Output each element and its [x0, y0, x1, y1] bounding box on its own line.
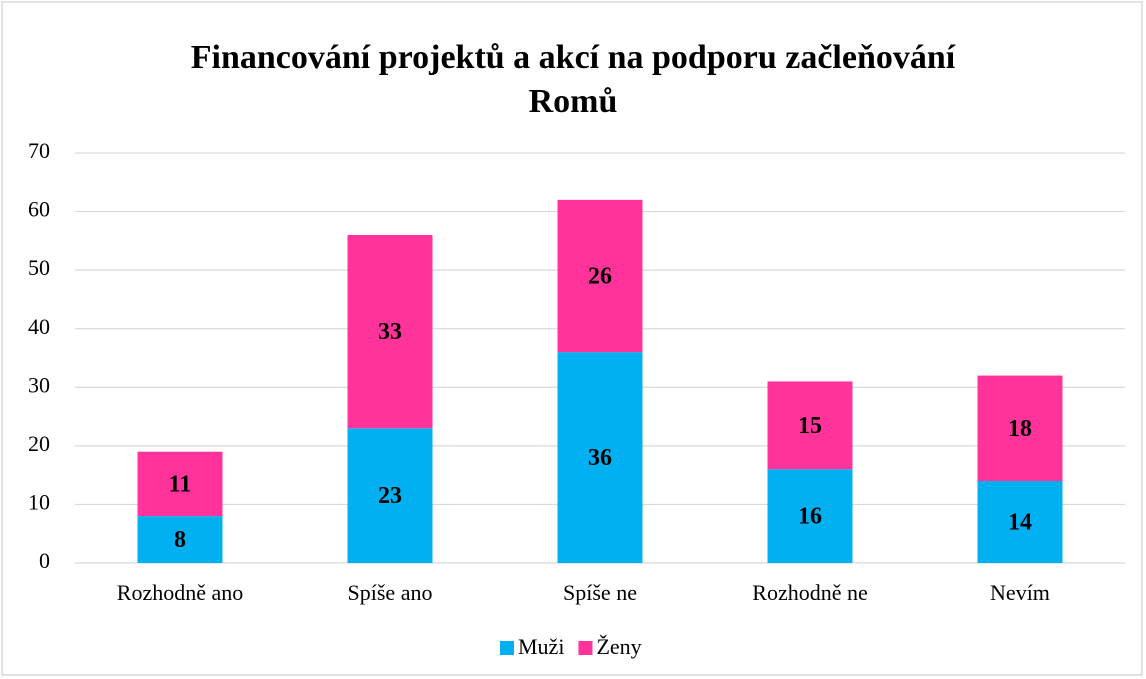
bar-segment	[977, 375, 1063, 481]
data-label: 18	[1008, 416, 1032, 442]
bar-segment	[347, 428, 433, 563]
data-label: 26	[588, 264, 612, 290]
legend-swatch	[500, 641, 514, 655]
bar-segment	[977, 481, 1063, 563]
x-tick-label: Rozhodně ano	[117, 580, 243, 605]
x-tick-label: Spíše ano	[348, 580, 433, 605]
legend-swatch	[578, 641, 593, 655]
y-tick-label: 50	[28, 255, 50, 280]
y-tick-label: 20	[28, 431, 50, 456]
data-label: 11	[169, 471, 192, 497]
x-tick-label: Rozhodně ne	[752, 580, 867, 605]
data-label: 16	[798, 504, 822, 530]
data-label: 15	[798, 413, 822, 439]
y-tick-label: 0	[39, 548, 50, 573]
bar-segment	[137, 451, 223, 517]
data-label: 23	[378, 483, 402, 509]
bar-segment	[767, 381, 853, 470]
bar-segment	[347, 235, 433, 429]
legend-label: Muži	[518, 634, 564, 659]
y-tick-label: 60	[28, 197, 50, 222]
data-label: 36	[588, 445, 612, 471]
x-tick-label: Spíše ne	[563, 580, 637, 605]
legend-label: Ženy	[596, 634, 641, 659]
y-tick-label: 10	[28, 489, 50, 514]
chart-title: Financování projektů a akcí na podporu z…	[190, 39, 956, 120]
y-tick-label: 30	[28, 372, 50, 397]
bar-segment	[557, 352, 643, 563]
bar-segment	[767, 469, 853, 563]
x-tick-label: Nevím	[990, 580, 1050, 605]
y-tick-label: 70	[28, 138, 50, 163]
bar-segment	[137, 516, 223, 563]
data-label: 33	[378, 319, 402, 345]
y-tick-label: 40	[28, 314, 50, 339]
bar-segment	[557, 199, 643, 353]
data-label: 14	[1008, 510, 1032, 536]
data-label: 8	[174, 527, 186, 553]
